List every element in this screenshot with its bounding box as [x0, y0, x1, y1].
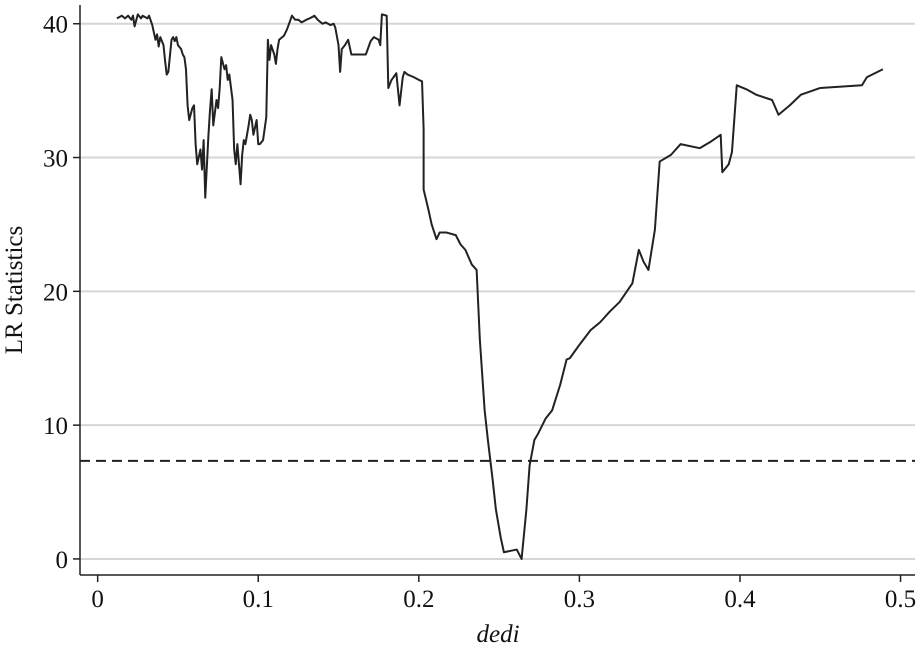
x-tick-label: 0.3 [564, 586, 595, 613]
y-tick-label: 30 [43, 146, 68, 173]
x-tick-label: 0 [91, 586, 104, 613]
y-axis-label: LR Statistics [1, 226, 28, 354]
x-axis-label: dedi [476, 621, 519, 648]
y-tick-label: 20 [43, 279, 68, 306]
x-tick-label: 0.2 [403, 586, 434, 613]
x-tick-label: 0.5 [885, 586, 916, 613]
y-tick-label: 0 [56, 547, 69, 574]
x-tick-label: 0.1 [243, 586, 274, 613]
data-line [116, 13, 884, 560]
y-tick-label: 10 [43, 413, 68, 440]
x-tick-label: 0.4 [724, 586, 756, 613]
y-tick-label: 40 [43, 12, 68, 39]
